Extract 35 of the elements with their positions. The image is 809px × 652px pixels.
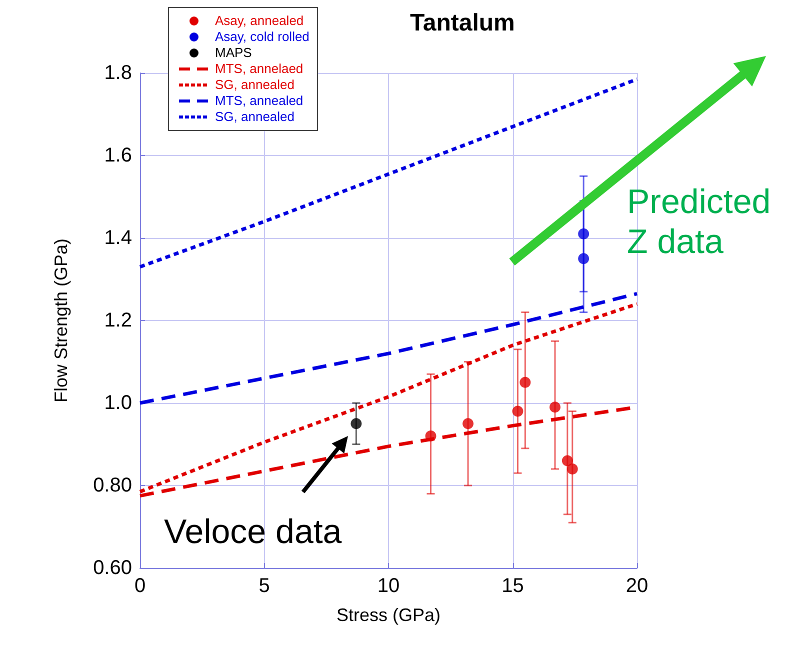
y-tick-label: 1.0 — [104, 392, 132, 414]
legend-label: MAPS — [215, 45, 252, 60]
x-axis-title: Stress (GPa) — [336, 605, 441, 625]
y-tick-label: 1.6 — [104, 144, 132, 166]
y-tick-label: 0.60 — [93, 557, 132, 579]
y-tick-label: 1.4 — [104, 227, 132, 249]
chart-title: Tantalum — [410, 10, 515, 36]
y-axis-title: Flow Strength (GPa) — [51, 238, 71, 403]
point — [550, 402, 560, 413]
point — [512, 406, 524, 417]
point — [350, 418, 362, 430]
legend-label: MTS, annealed — [215, 93, 304, 108]
annotation: Veloce data — [164, 512, 342, 552]
legend-label: Asay, annealed — [215, 13, 304, 28]
legend-label: MTS, annelaed — [215, 61, 304, 76]
x-tick-label: 5 — [258, 575, 270, 597]
y-tick-label: 0.80 — [93, 474, 132, 496]
y-tick-label: 1.2 — [104, 310, 132, 332]
legend-label: Asay, cold rolled — [215, 29, 310, 44]
x-tick-label: 15 — [502, 575, 524, 597]
legend-label: SG, annealed — [215, 77, 295, 92]
x-tick-label: 20 — [626, 575, 648, 597]
point — [462, 418, 474, 430]
point — [578, 228, 590, 240]
point — [578, 253, 590, 264]
annotation: Predicted Z data — [627, 182, 772, 262]
point — [425, 430, 436, 442]
legend-label: SG, annealed — [215, 109, 295, 124]
point — [562, 455, 573, 466]
point — [520, 376, 531, 388]
x-tick-label: 10 — [377, 575, 400, 597]
line-series — [138, 292, 639, 405]
y-tick-label: 1.8 — [104, 62, 132, 84]
x-tick-label: 0 — [134, 575, 146, 597]
point — [566, 464, 578, 474]
